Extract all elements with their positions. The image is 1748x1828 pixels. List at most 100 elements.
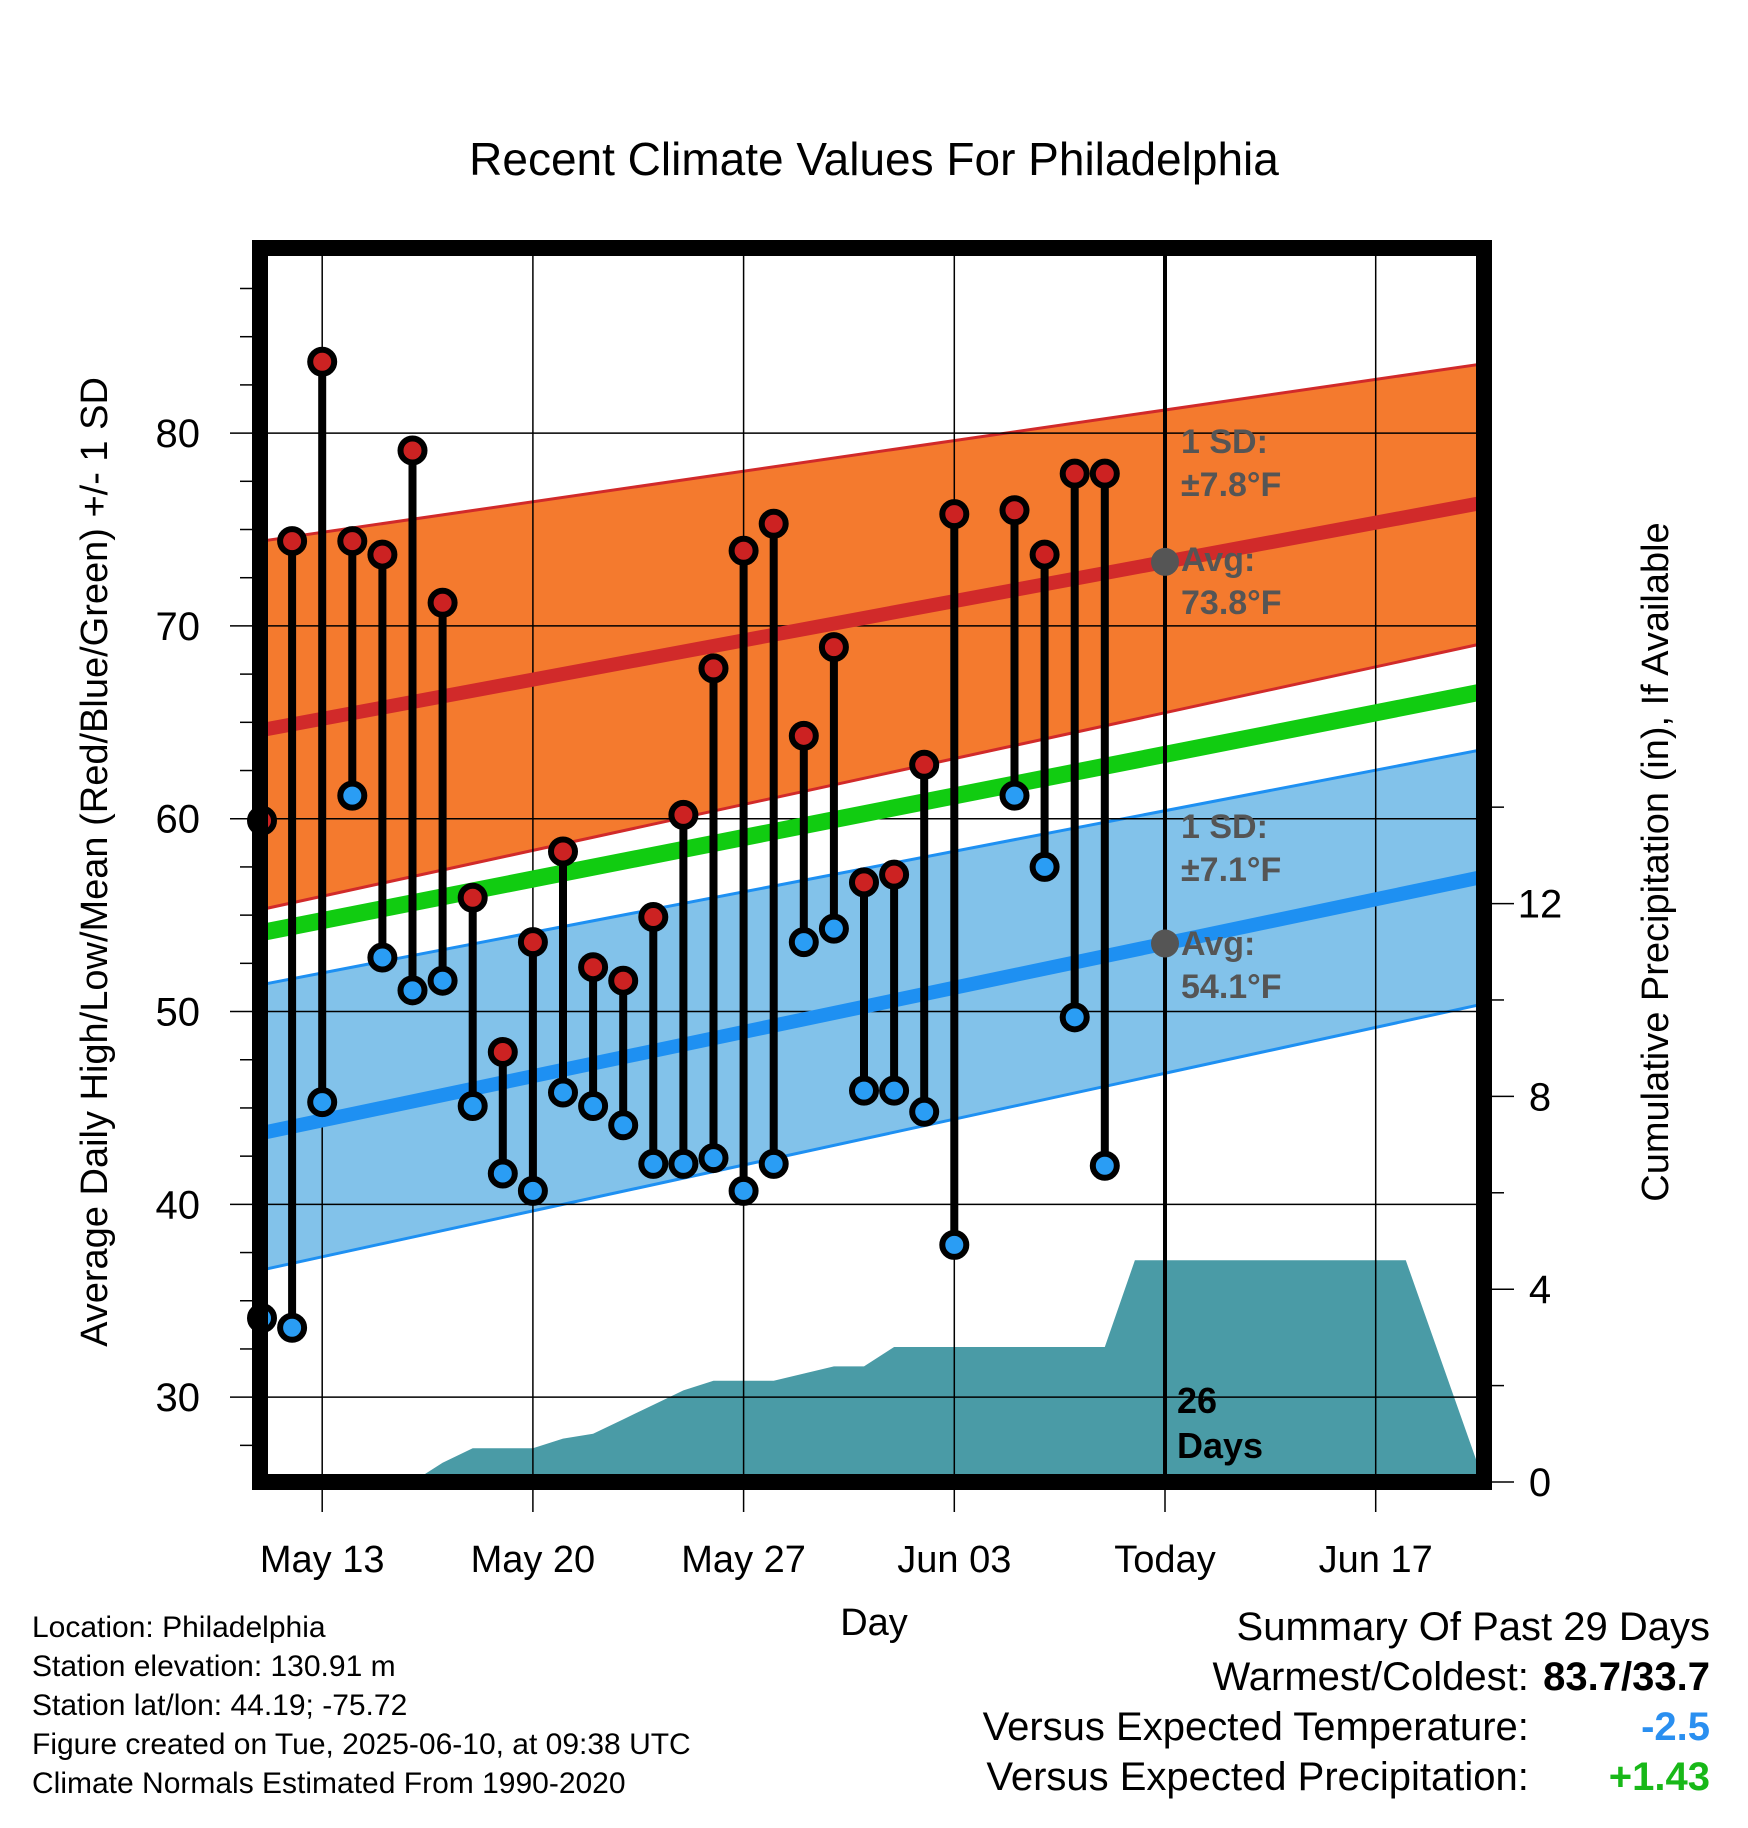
y2-tick-label-8: 8 — [1529, 1075, 1551, 1119]
precipitation-area — [412, 1260, 1484, 1482]
low-point-9 — [517, 1175, 548, 1206]
station-info: Location: Philadelphia Station elevation… — [32, 1608, 691, 1803]
low-point-12 — [608, 1110, 639, 1141]
low-point-26 — [1029, 851, 1060, 882]
high-point-21 — [879, 859, 910, 890]
high-point-26 — [1029, 539, 1060, 570]
low-point-17 — [758, 1148, 789, 1179]
y-tick-label-30: 30 — [156, 1376, 201, 1420]
daily-dots — [247, 346, 1120, 1343]
high-point-13 — [638, 902, 669, 933]
high-point-23 — [939, 499, 970, 530]
high-point-10 — [548, 836, 578, 867]
low-point-18 — [788, 927, 819, 958]
high-point-20 — [849, 867, 879, 898]
y-tick-label-80: 80 — [156, 412, 201, 456]
x-tick-label-5: Jun 17 — [1319, 1539, 1433, 1581]
high-point-25 — [999, 495, 1030, 526]
low-sd-value: ±7.1°F — [1181, 851, 1281, 889]
normal-low-band-upper-edge — [261, 747, 1485, 987]
low-point-7 — [457, 1091, 488, 1122]
high-point-19 — [818, 632, 849, 663]
low-point-14 — [668, 1148, 699, 1179]
high-point-28 — [1089, 458, 1120, 489]
high-point-17 — [758, 508, 789, 539]
low-point-11 — [578, 1091, 609, 1122]
latlon-text: Station lat/lon: 44.19; -75.72 — [32, 1689, 408, 1722]
precip-row: Versus Expected Precipitation: +1.43 — [983, 1752, 1710, 1802]
elevation-text: Station elevation: 130.91 m — [32, 1650, 396, 1683]
high-point-4 — [367, 539, 398, 570]
high-point-14 — [668, 799, 699, 830]
high-avg-marker — [1151, 547, 1179, 576]
annotations: 1 SD: ±7.8°F Avg: 73.8°F 1 SD: ±7.1°F Avg: 54.1… — [1151, 248, 1282, 1482]
high-point-18 — [788, 720, 819, 751]
precip-label: Versus Expected Precipitation: — [986, 1755, 1529, 1799]
frame-border — [252, 240, 1492, 1490]
low-point-1 — [277, 1312, 308, 1343]
x-tick-label-3: Jun 03 — [897, 1539, 1011, 1581]
high-point-6 — [427, 587, 458, 618]
low-avg-value: 54.1°F — [1181, 968, 1282, 1006]
y-axis-label: Average Daily High/Low/Mean (Red/Blue/Gr… — [74, 377, 116, 1347]
low-point-4 — [367, 942, 398, 973]
high-point-27 — [1059, 458, 1090, 489]
high-avg-value: 73.8°F — [1181, 584, 1282, 622]
high-point-16 — [728, 535, 759, 566]
daily-range-bars — [258, 361, 1109, 1328]
low-point-13 — [638, 1148, 669, 1179]
normal-high-band-lower-edge — [261, 641, 1485, 911]
x-axis-label: Day — [840, 1602, 908, 1644]
normal-high-band-upper-edge — [261, 362, 1485, 543]
high-point-2 — [307, 346, 338, 377]
axis-tick-labels: 30 40 50 60 70 80 0 4 8 12 May 13 May 20 May 27 Jun 0… — [156, 412, 1563, 1581]
plot-frame — [252, 240, 1492, 1490]
high-point-11 — [578, 952, 609, 983]
low-avg-marker — [1151, 929, 1179, 958]
low-point-22 — [909, 1096, 940, 1127]
low-point-3 — [337, 780, 368, 811]
location-text: Location: Philadelphia — [32, 1611, 326, 1644]
high-point-1 — [277, 526, 308, 557]
high-point-3 — [337, 526, 368, 557]
warm-cold-row: Warmest/Coldest: 83.7/33.7 — [983, 1652, 1711, 1702]
low-point-23 — [939, 1229, 970, 1260]
temp-row: Versus Expected Temperature: -2.5 — [983, 1702, 1710, 1752]
axis-ticks — [230, 287, 1514, 1512]
high-point-15 — [698, 653, 729, 684]
y2-axis-label: Cumulative Precipitation (in), If Availa… — [1635, 522, 1677, 1201]
summary-title: Summary Of Past 29 Days — [1236, 1605, 1710, 1649]
y-tick-label-50: 50 — [156, 991, 201, 1035]
temp-label: Versus Expected Temperature: — [982, 1705, 1529, 1749]
low-point-10 — [548, 1077, 578, 1108]
chart-title: Recent Climate Values For Philadelphia — [469, 133, 1279, 185]
summary-panel: Summary Of Past 29 Days Warmest/Coldest:… — [983, 1602, 1710, 1802]
high-point-9 — [517, 927, 548, 958]
low-point-8 — [487, 1158, 518, 1189]
y-tick-label-70: 70 — [156, 605, 201, 649]
low-point-20 — [849, 1075, 879, 1106]
low-avg-label: Avg: — [1181, 925, 1255, 963]
high-point-12 — [608, 965, 639, 996]
high-sd-value: ±7.8°F — [1181, 466, 1281, 504]
x-tick-label-2: May 27 — [681, 1539, 806, 1581]
low-point-25 — [999, 780, 1030, 811]
low-point-27 — [1059, 1002, 1090, 1033]
low-point-21 — [879, 1075, 910, 1106]
y2-tick-label-12: 12 — [1518, 883, 1563, 927]
low-point-6 — [427, 965, 458, 996]
precip-fill — [412, 1260, 1484, 1482]
normal-low-line — [260, 869, 1486, 1140]
normal-low-band-lower-edge — [261, 1002, 1485, 1272]
high-point-5 — [397, 435, 428, 466]
high-point-7 — [457, 882, 488, 913]
normal-high-band — [262, 363, 1484, 910]
days-count: 26 — [1177, 1380, 1217, 1421]
high-point-22 — [909, 749, 940, 780]
y-tick-label-60: 60 — [156, 798, 201, 842]
days-word: Days — [1177, 1425, 1263, 1466]
high-point-8 — [487, 1037, 518, 1068]
high-avg-label: Avg: — [1181, 541, 1255, 579]
low-point-19 — [818, 913, 849, 944]
